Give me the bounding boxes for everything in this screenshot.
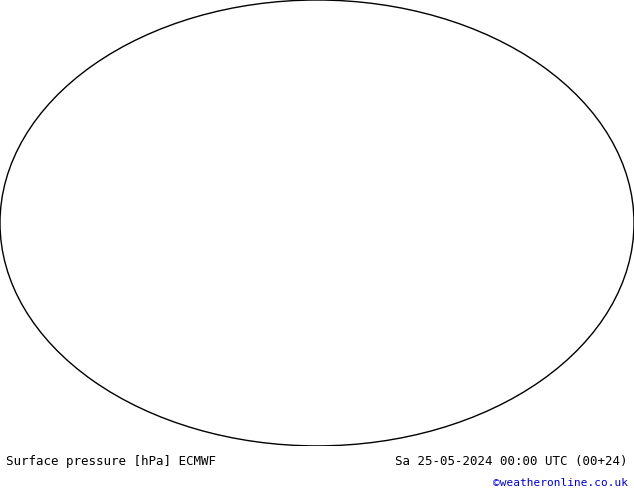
Text: Surface pressure [hPa] ECMWF: Surface pressure [hPa] ECMWF (6, 455, 216, 468)
Text: Sa 25-05-2024 00:00 UTC (00+24): Sa 25-05-2024 00:00 UTC (00+24) (395, 455, 628, 468)
Text: ©weatheronline.co.uk: ©weatheronline.co.uk (493, 478, 628, 489)
